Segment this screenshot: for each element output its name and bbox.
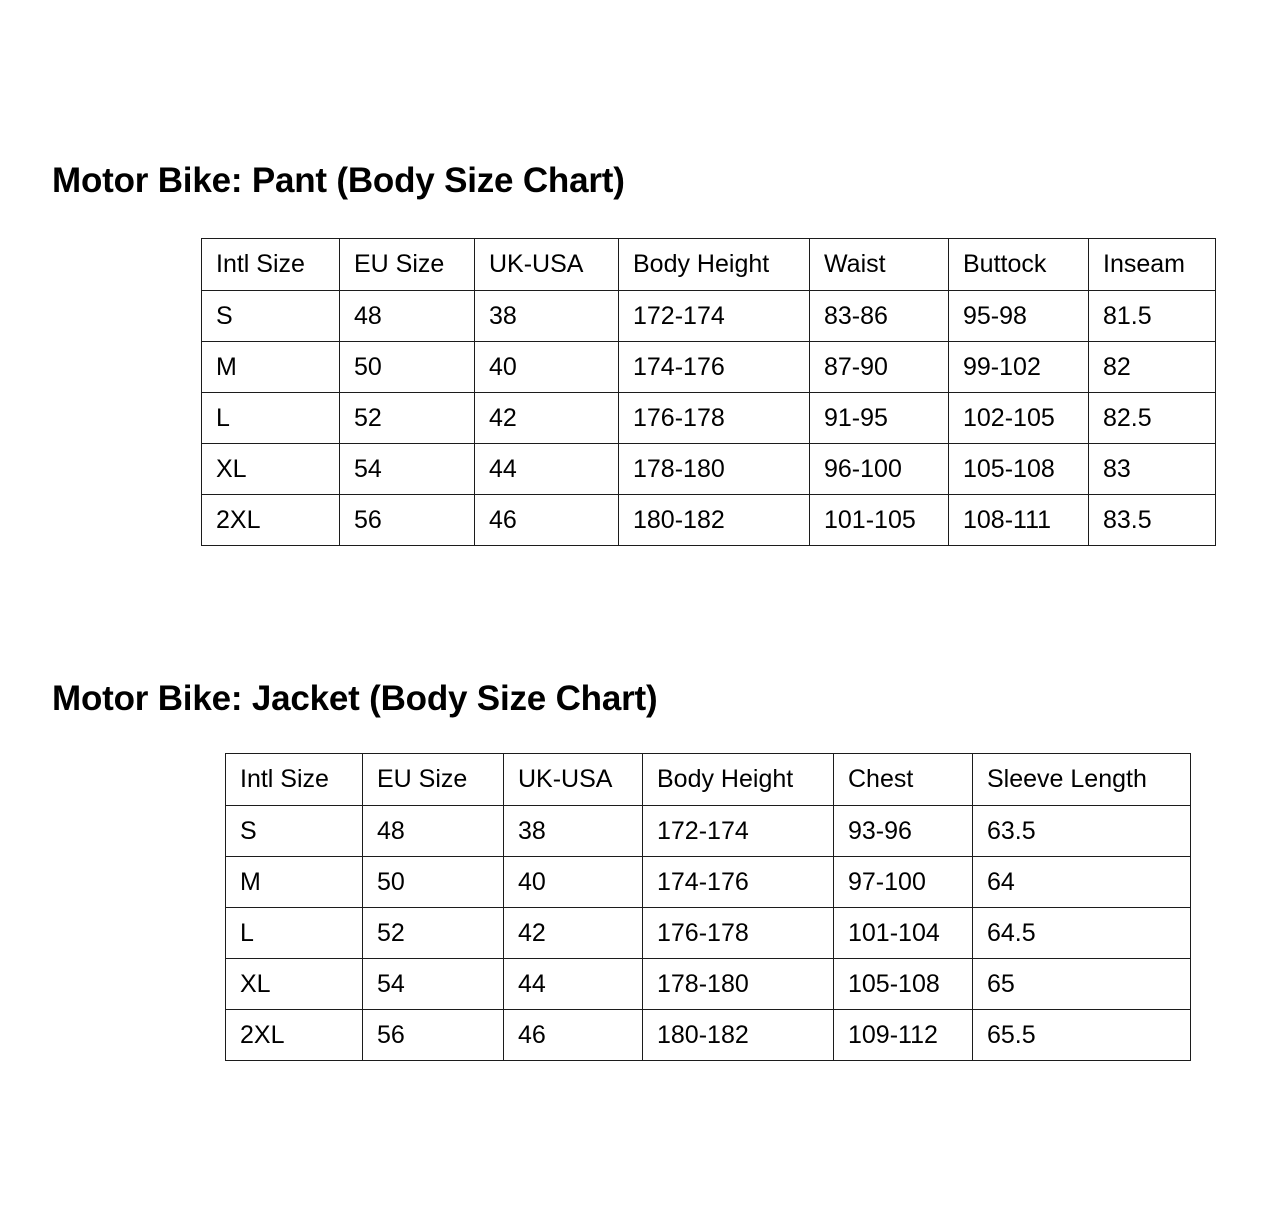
cell-body-height: 172-174 [618, 290, 810, 342]
cell-body-height: 176-178 [618, 392, 810, 444]
cell-waist: 101-105 [809, 494, 949, 546]
cell-inseam: 83.5 [1088, 494, 1216, 546]
cell-intl-size: 2XL [225, 1009, 363, 1061]
cell-waist: 96-100 [809, 443, 949, 495]
column-header-eu-size: EU Size [362, 753, 504, 806]
pant-size-table: Intl Size EU Size UK-USA Body Height Wai… [201, 238, 1216, 546]
cell-eu-size: 56 [339, 494, 475, 546]
cell-waist: 91-95 [809, 392, 949, 444]
table-row: XL 54 44 178-180 96-100 105-108 83 [201, 443, 1216, 495]
table-row: 2XL 56 46 180-182 109-112 65.5 [225, 1009, 1191, 1061]
cell-buttock: 102-105 [948, 392, 1089, 444]
cell-intl-size: S [201, 290, 340, 342]
cell-waist: 87-90 [809, 341, 949, 393]
cell-body-height: 176-178 [642, 907, 834, 959]
cell-buttock: 105-108 [948, 443, 1089, 495]
cell-waist: 83-86 [809, 290, 949, 342]
cell-eu-size: 52 [362, 907, 504, 959]
cell-eu-size: 54 [339, 443, 475, 495]
jacket-size-table: Intl Size EU Size UK-USA Body Height Che… [225, 753, 1191, 1061]
table-row: L 52 42 176-178 91-95 102-105 82.5 [201, 392, 1216, 444]
cell-uk-usa: 44 [474, 443, 619, 495]
cell-intl-size: XL [201, 443, 340, 495]
cell-chest: 105-108 [833, 958, 973, 1010]
cell-buttock: 108-111 [948, 494, 1089, 546]
table-row: L 52 42 176-178 101-104 64.5 [225, 907, 1191, 959]
column-header-body-height: Body Height [618, 238, 810, 291]
cell-inseam: 81.5 [1088, 290, 1216, 342]
column-header-buttock: Buttock [948, 238, 1089, 291]
cell-intl-size: M [225, 856, 363, 908]
table-row: 2XL 56 46 180-182 101-105 108-111 83.5 [201, 494, 1216, 546]
column-header-intl-size: Intl Size [225, 753, 363, 806]
column-header-chest: Chest [833, 753, 973, 806]
cell-eu-size: 48 [362, 805, 504, 857]
cell-body-height: 178-180 [642, 958, 834, 1010]
table-row: M 50 40 174-176 97-100 64 [225, 856, 1191, 908]
cell-inseam: 82 [1088, 341, 1216, 393]
column-header-eu-size: EU Size [339, 238, 475, 291]
table-header-row: Intl Size EU Size UK-USA Body Height Wai… [201, 238, 1216, 291]
table-row: S 48 38 172-174 83-86 95-98 81.5 [201, 290, 1216, 342]
cell-uk-usa: 38 [474, 290, 619, 342]
column-header-sleeve-length: Sleeve Length [972, 753, 1191, 806]
cell-body-height: 178-180 [618, 443, 810, 495]
cell-uk-usa: 40 [474, 341, 619, 393]
jacket-section-title: Motor Bike: Jacket (Body Size Chart) [52, 679, 658, 719]
cell-intl-size: M [201, 341, 340, 393]
pant-section-title: Motor Bike: Pant (Body Size Chart) [52, 161, 625, 201]
cell-inseam: 83 [1088, 443, 1216, 495]
column-header-intl-size: Intl Size [201, 238, 340, 291]
cell-intl-size: 2XL [201, 494, 340, 546]
cell-uk-usa: 44 [503, 958, 643, 1010]
cell-sleeve-length: 65 [972, 958, 1191, 1010]
cell-sleeve-length: 64.5 [972, 907, 1191, 959]
cell-eu-size: 50 [362, 856, 504, 908]
cell-body-height: 172-174 [642, 805, 834, 857]
cell-eu-size: 52 [339, 392, 475, 444]
cell-sleeve-length: 65.5 [972, 1009, 1191, 1061]
cell-chest: 109-112 [833, 1009, 973, 1061]
cell-sleeve-length: 63.5 [972, 805, 1191, 857]
cell-eu-size: 54 [362, 958, 504, 1010]
cell-uk-usa: 42 [474, 392, 619, 444]
cell-body-height: 174-176 [618, 341, 810, 393]
cell-sleeve-length: 64 [972, 856, 1191, 908]
cell-uk-usa: 46 [474, 494, 619, 546]
column-header-inseam: Inseam [1088, 238, 1216, 291]
cell-chest: 97-100 [833, 856, 973, 908]
table-row: XL 54 44 178-180 105-108 65 [225, 958, 1191, 1010]
cell-buttock: 95-98 [948, 290, 1089, 342]
cell-body-height: 180-182 [642, 1009, 834, 1061]
cell-inseam: 82.5 [1088, 392, 1216, 444]
cell-uk-usa: 46 [503, 1009, 643, 1061]
column-header-uk-usa: UK-USA [503, 753, 643, 806]
cell-body-height: 174-176 [642, 856, 834, 908]
cell-intl-size: S [225, 805, 363, 857]
cell-uk-usa: 38 [503, 805, 643, 857]
cell-eu-size: 50 [339, 341, 475, 393]
cell-intl-size: XL [225, 958, 363, 1010]
cell-chest: 93-96 [833, 805, 973, 857]
cell-eu-size: 56 [362, 1009, 504, 1061]
cell-uk-usa: 42 [503, 907, 643, 959]
cell-eu-size: 48 [339, 290, 475, 342]
table-row: S 48 38 172-174 93-96 63.5 [225, 805, 1191, 857]
column-header-uk-usa: UK-USA [474, 238, 619, 291]
cell-chest: 101-104 [833, 907, 973, 959]
table-header-row: Intl Size EU Size UK-USA Body Height Che… [225, 753, 1191, 806]
column-header-body-height: Body Height [642, 753, 834, 806]
cell-body-height: 180-182 [618, 494, 810, 546]
cell-intl-size: L [225, 907, 363, 959]
cell-uk-usa: 40 [503, 856, 643, 908]
table-row: M 50 40 174-176 87-90 99-102 82 [201, 341, 1216, 393]
cell-intl-size: L [201, 392, 340, 444]
cell-buttock: 99-102 [948, 341, 1089, 393]
column-header-waist: Waist [809, 238, 949, 291]
